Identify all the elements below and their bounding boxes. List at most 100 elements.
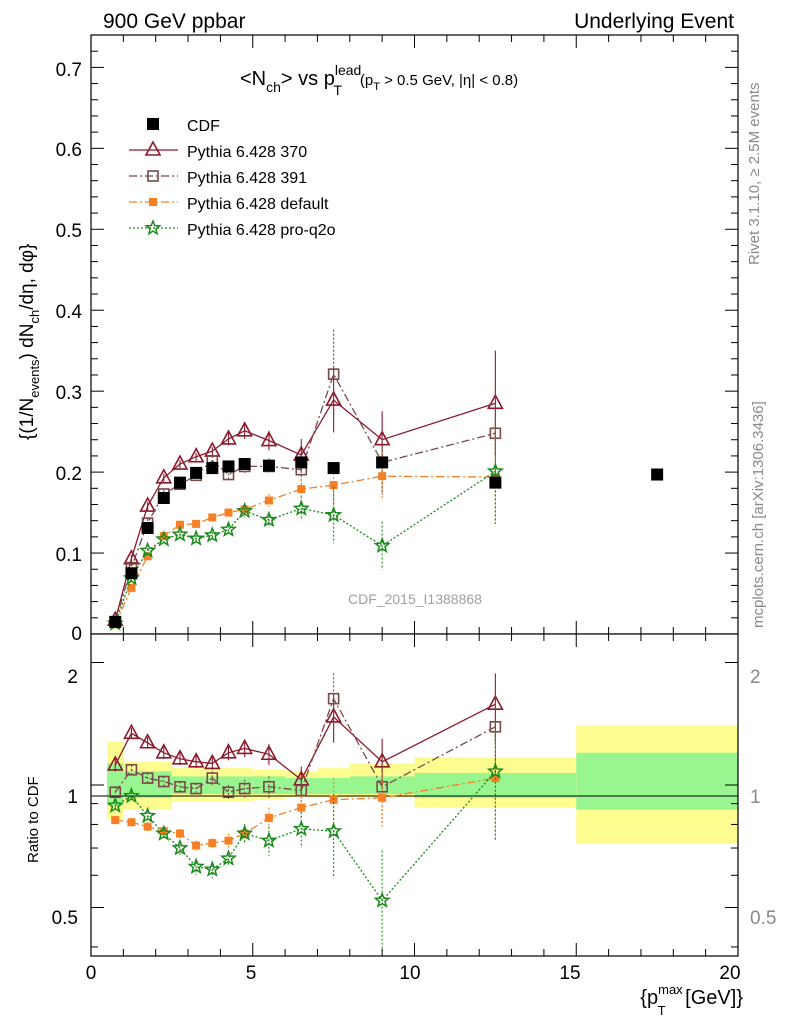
data-marker (208, 513, 217, 522)
ratio-ytick-label-right: 1 (750, 787, 761, 808)
data-marker (111, 816, 120, 825)
data-marker (486, 762, 505, 779)
ytick-label: 0 (71, 624, 82, 645)
series-line (114, 703, 496, 781)
ratio-ticks (90, 634, 739, 956)
data-marker (324, 822, 343, 839)
data-marker (329, 481, 338, 490)
data-marker (486, 462, 505, 479)
legend-marker (129, 198, 178, 206)
data-marker (171, 454, 189, 470)
data-marker (175, 829, 184, 838)
data-marker (378, 472, 387, 481)
data-marker (219, 849, 238, 866)
main-ytick-labels: 0 0.1 0.2 0.3 0.4 0.5 0.6 0.7 (56, 60, 83, 645)
ytick-label: 0.5 (56, 221, 82, 242)
data-marker (260, 430, 278, 447)
data-marker (106, 755, 124, 771)
data-marker (141, 772, 154, 784)
inner-band (317, 778, 350, 795)
data-marker (489, 476, 502, 489)
data-marker (171, 838, 189, 856)
plot-title: <Nch> vs plead T(pT > 0.5 GeV, |η| < 0.8) (240, 62, 518, 98)
data-marker (224, 836, 233, 845)
data-marker (143, 552, 152, 561)
data-marker (203, 753, 221, 770)
data-marker (262, 459, 275, 472)
data-marker (139, 496, 156, 512)
data-marker (155, 743, 173, 759)
data-marker (327, 692, 340, 705)
data-marker (149, 198, 157, 206)
data-marker (187, 529, 205, 546)
data-marker (109, 615, 122, 628)
ratio-ytick-label: 2 (67, 667, 78, 688)
legend-marker (129, 140, 178, 156)
data-marker (264, 813, 273, 822)
data-marker (187, 447, 205, 463)
data-marker (292, 499, 310, 516)
data-marker (260, 510, 278, 528)
data-marker (327, 368, 340, 380)
data-marker (327, 462, 340, 475)
data-marker (373, 430, 391, 446)
data-marker (222, 460, 235, 473)
main-ylabel: {(1/Nevents) dNch/dη, dφ} (17, 244, 42, 440)
data-marker (127, 818, 136, 827)
data-marker (127, 583, 136, 592)
data-marker (139, 541, 157, 559)
inner-band (576, 752, 738, 810)
data-marker (139, 733, 156, 749)
ytick-label: 0.6 (56, 140, 82, 161)
data-marker (155, 468, 173, 484)
legend-label-391: Pythia 6.428 391 (187, 170, 307, 187)
data-marker (378, 793, 387, 802)
data-marker (219, 520, 238, 537)
data-marker (220, 429, 237, 445)
series-line (114, 697, 496, 793)
data-marker (264, 496, 273, 505)
data-marker (260, 831, 278, 849)
data-marker (238, 458, 251, 471)
ratio-ytick-label-right: 0.5 (750, 908, 776, 929)
data-marker (171, 749, 189, 765)
data-marker (487, 694, 504, 710)
data-marker (263, 780, 275, 793)
legend-label-proq2o: Pythia 6.428 pro-q2o (187, 222, 336, 239)
data-marker (171, 525, 189, 542)
legend-markers (129, 118, 178, 236)
data-marker (147, 118, 159, 130)
data-marker (147, 170, 159, 182)
data-marker (373, 891, 391, 908)
ytick-label: 0.7 (56, 60, 82, 81)
ytick-label: 0.2 (56, 464, 82, 485)
ratio-ytick-label-right: 2 (750, 667, 761, 688)
inner-band (107, 763, 124, 806)
ratio-ytick-label: 1 (67, 787, 78, 808)
series-line (114, 399, 496, 621)
data-marker (141, 521, 154, 534)
data-marker (190, 782, 202, 795)
xtick-label: 0 (86, 963, 97, 984)
ratio-ylabel: Ratio to CDF (25, 776, 42, 863)
data-marker (157, 775, 170, 788)
data-marker (292, 819, 310, 837)
data-marker (651, 468, 664, 481)
data-marker (190, 466, 203, 479)
data-marker (295, 784, 308, 797)
mcplots-label: mcplots.cern.ch [arXiv:1306.3436] (750, 401, 767, 628)
data-marker (159, 827, 168, 836)
ratio-data-layer (106, 673, 505, 952)
data-marker (236, 501, 254, 519)
analysis-watermark: CDF_2015_I1388868 (348, 591, 482, 607)
series-pythia-6-428-pro-q2o (106, 721, 505, 952)
data-marker (138, 806, 157, 824)
data-marker (236, 421, 254, 437)
main-data-layer (106, 329, 664, 631)
data-marker (297, 485, 306, 494)
data-marker (324, 505, 343, 523)
legend-label-370: Pythia 6.428 370 (187, 144, 307, 161)
ratio-panel: 2 1 0.5 2 1 0.5 Ratio to CDF 0 5 10 15 2… (25, 633, 776, 1018)
data-marker (206, 462, 219, 475)
data-marker (224, 508, 233, 517)
